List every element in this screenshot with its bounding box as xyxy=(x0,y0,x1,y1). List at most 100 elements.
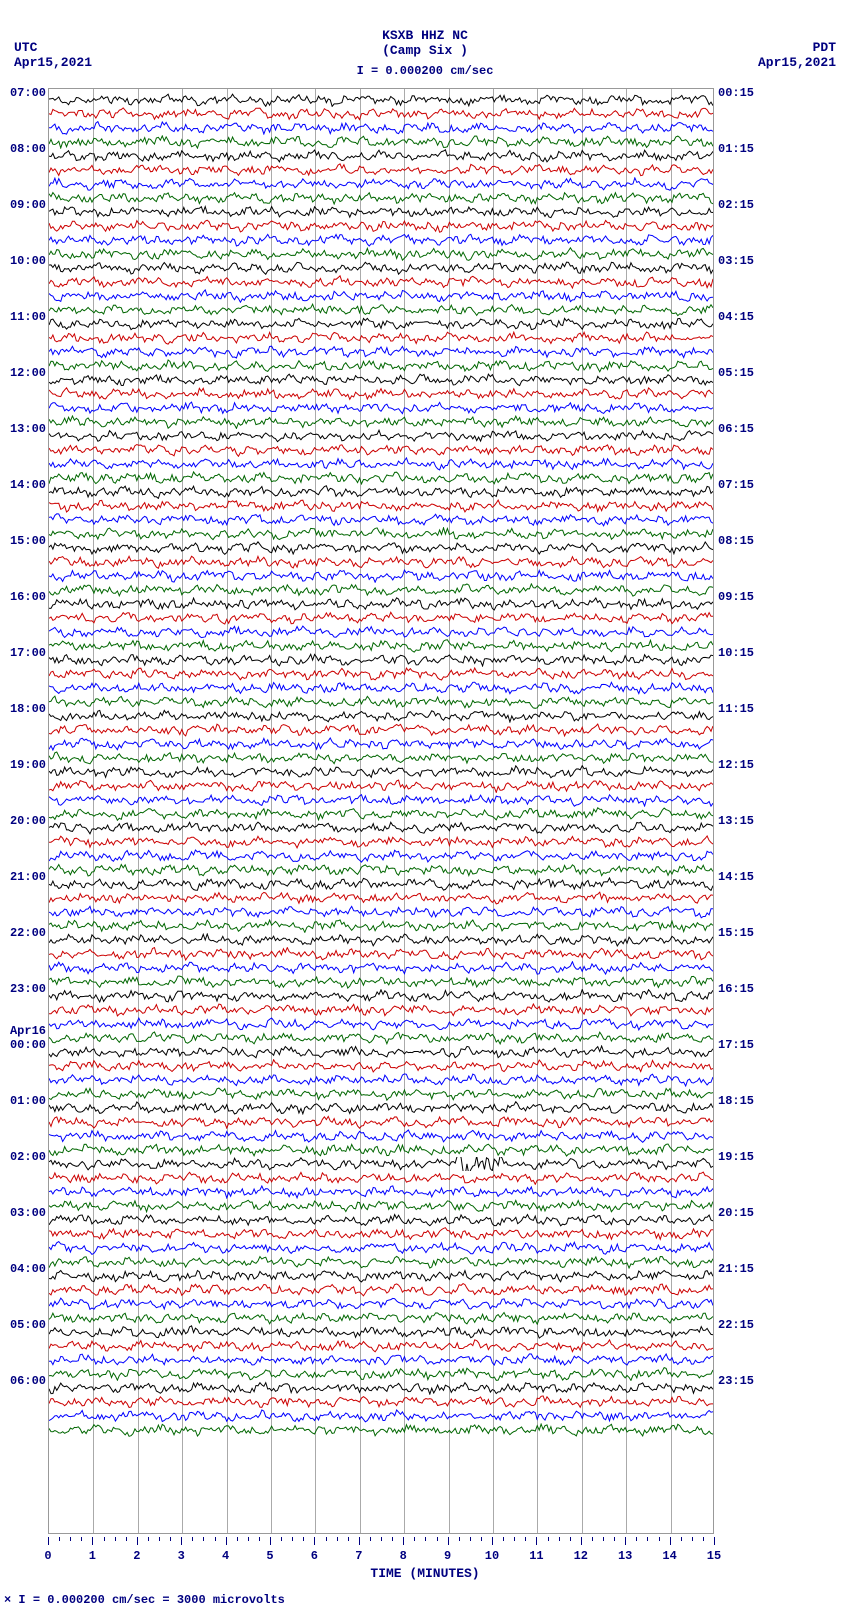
seismogram-trace xyxy=(49,1101,713,1115)
utc-time-label: 01:00 xyxy=(4,1094,46,1108)
seismogram-trace xyxy=(49,1395,713,1409)
x-minor-tick xyxy=(470,1537,471,1541)
seismogram-trace xyxy=(49,1409,713,1423)
utc-time-label: 19:00 xyxy=(4,758,46,772)
seismogram-trace xyxy=(49,443,713,457)
x-minor-tick xyxy=(104,1537,105,1541)
seismogram-trace xyxy=(49,905,713,919)
x-tick xyxy=(536,1537,537,1545)
seismogram-trace xyxy=(49,849,713,863)
x-minor-tick xyxy=(259,1537,260,1541)
pdt-time-label: 06:15 xyxy=(718,422,768,436)
seismogram-trace xyxy=(49,1241,713,1255)
seismogram-trace xyxy=(49,891,713,905)
seismogram-trace xyxy=(49,457,713,471)
x-minor-tick xyxy=(292,1537,293,1541)
pdt-time-label: 22:15 xyxy=(718,1318,768,1332)
x-tick xyxy=(670,1537,671,1545)
pdt-time-label: 15:15 xyxy=(718,926,768,940)
x-tick-label: 13 xyxy=(618,1549,632,1563)
seismogram-trace xyxy=(49,359,713,373)
seismogram-trace xyxy=(49,597,713,611)
pdt-time-label: 17:15 xyxy=(718,1038,768,1052)
seismogram-trace xyxy=(49,611,713,625)
utc-time-label: 13:00 xyxy=(4,422,46,436)
x-tick-label: 1 xyxy=(89,1549,96,1563)
seismogram-trace xyxy=(49,1213,713,1227)
seismogram-trace xyxy=(49,779,713,793)
x-minor-tick xyxy=(603,1537,604,1541)
utc-time-label: 08:00 xyxy=(4,142,46,156)
seismogram-trace xyxy=(49,1087,713,1101)
pdt-time-label: 11:15 xyxy=(718,702,768,716)
pdt-time-label: 05:15 xyxy=(718,366,768,380)
x-minor-tick xyxy=(192,1537,193,1541)
scale-bar: I xyxy=(357,64,364,78)
x-minor-tick xyxy=(115,1537,116,1541)
pdt-time-label: 04:15 xyxy=(718,310,768,324)
x-minor-tick xyxy=(681,1537,682,1541)
x-minor-tick xyxy=(170,1537,171,1541)
x-minor-tick xyxy=(481,1537,482,1541)
seismogram-trace xyxy=(49,373,713,387)
x-minor-tick xyxy=(392,1537,393,1541)
seismogram-trace xyxy=(49,317,713,331)
x-tick xyxy=(137,1537,138,1545)
utc-time-label: 11:00 xyxy=(4,310,46,324)
utc-time-label: 15:00 xyxy=(4,534,46,548)
x-tick xyxy=(226,1537,227,1545)
seismogram-trace xyxy=(49,1017,713,1031)
seismogram-trace xyxy=(49,961,713,975)
seismogram-trace xyxy=(49,205,713,219)
helicorder-plot xyxy=(48,88,714,1534)
x-minor-tick xyxy=(437,1537,438,1541)
seismogram-trace xyxy=(49,387,713,401)
seismogram-trace xyxy=(49,513,713,527)
x-tick-label: 9 xyxy=(444,1549,451,1563)
x-tick-label: 15 xyxy=(707,1549,721,1563)
seismogram-trace xyxy=(49,1157,713,1171)
x-minor-tick xyxy=(525,1537,526,1541)
pdt-time-label: 09:15 xyxy=(718,590,768,604)
x-minor-tick xyxy=(414,1537,415,1541)
seismogram-trace xyxy=(49,1297,713,1311)
timezone-left: UTC Apr15,2021 xyxy=(14,40,92,70)
x-minor-tick xyxy=(459,1537,460,1541)
x-minor-tick xyxy=(59,1537,60,1541)
seismogram-trace xyxy=(49,401,713,415)
seismogram-trace xyxy=(49,681,713,695)
seismogram-trace xyxy=(49,247,713,261)
seismogram-trace xyxy=(49,1325,713,1339)
seismogram-trace xyxy=(49,233,713,247)
x-minor-tick xyxy=(692,1537,693,1541)
seismogram-trace xyxy=(49,499,713,513)
utc-time-label: 07:00 xyxy=(4,86,46,100)
x-tick-label: 11 xyxy=(529,1549,543,1563)
x-tick-label: 12 xyxy=(574,1549,588,1563)
utc-time-label: 12:00 xyxy=(4,366,46,380)
x-tick-label: 10 xyxy=(485,1549,499,1563)
footer-bar: I xyxy=(18,1593,25,1607)
x-tick-label: 6 xyxy=(311,1549,318,1563)
x-tick xyxy=(314,1537,315,1545)
x-tick-label: 2 xyxy=(133,1549,140,1563)
seismogram-trace xyxy=(49,107,713,121)
x-tick-label: 5 xyxy=(266,1549,273,1563)
x-tick xyxy=(448,1537,449,1545)
seismogram-trace xyxy=(49,289,713,303)
seismogram-trace xyxy=(49,527,713,541)
x-minor-tick xyxy=(370,1537,371,1541)
seismogram-trace xyxy=(49,1115,713,1129)
timezone-right: PDT Apr15,2021 xyxy=(758,40,836,70)
x-tick-label: 7 xyxy=(355,1549,362,1563)
x-tick-label: 4 xyxy=(222,1549,229,1563)
scale-text: = 0.000200 cm/sec xyxy=(371,64,493,78)
footer-mark: × xyxy=(4,1593,11,1607)
pdt-time-label: 03:15 xyxy=(718,254,768,268)
seismogram-trace xyxy=(49,471,713,485)
x-minor-tick xyxy=(381,1537,382,1541)
seismogram-trace xyxy=(49,667,713,681)
pdt-time-label: 23:15 xyxy=(718,1374,768,1388)
utc-time-label: 00:00 xyxy=(4,1038,46,1052)
pdt-time-label: 14:15 xyxy=(718,870,768,884)
